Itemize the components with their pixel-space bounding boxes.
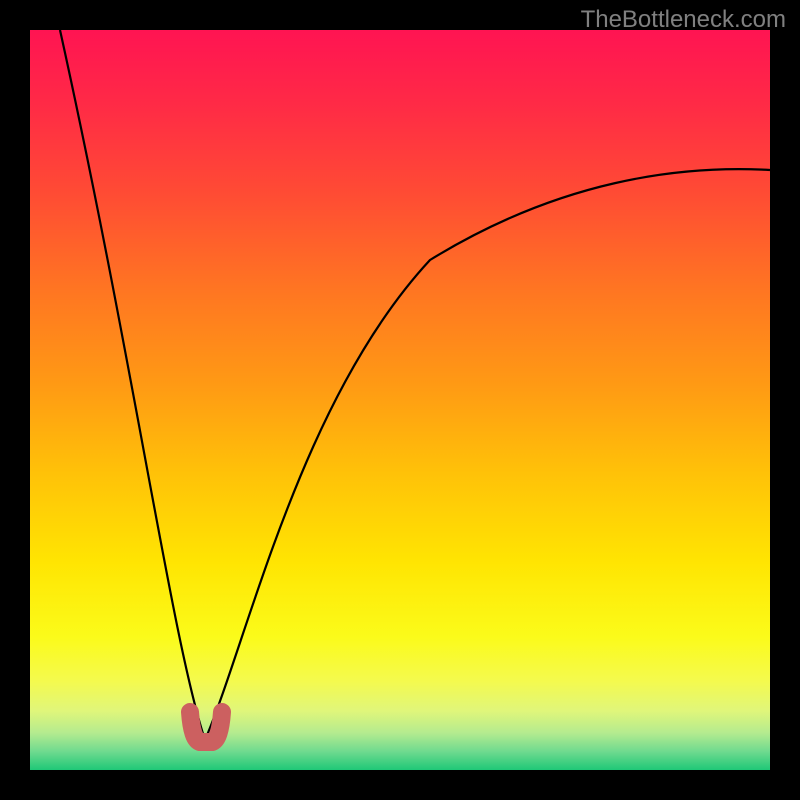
chart-frame: TheBottleneck.com xyxy=(0,0,800,800)
watermark-text: TheBottleneck.com xyxy=(581,6,786,34)
bottleneck-chart xyxy=(0,0,800,800)
plot-background xyxy=(30,30,770,770)
